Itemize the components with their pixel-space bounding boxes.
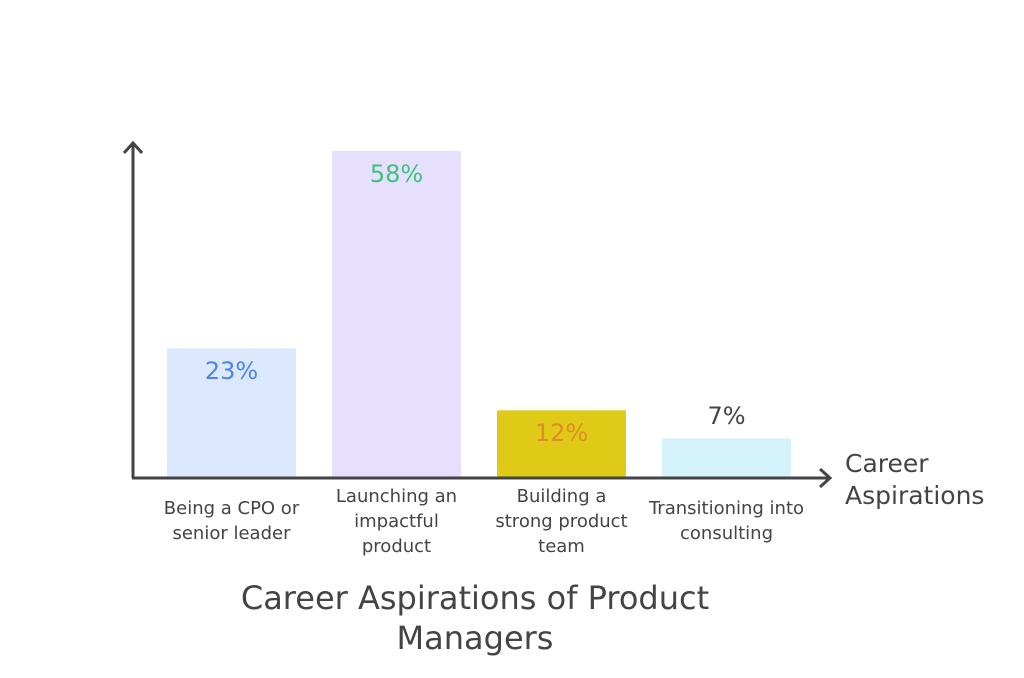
x-axis-label: Career Aspirations — [845, 449, 985, 510]
bar-3 — [497, 410, 626, 478]
data-label-3: 12% — [534, 419, 589, 448]
chart-title: Career Aspirations of Product Managers — [240, 579, 710, 657]
y-axis-arrow — [122, 140, 144, 155]
bar-1 — [167, 348, 296, 478]
bar-4 — [662, 438, 791, 478]
category-label-4: Transitioning into consulting — [648, 498, 805, 544]
data-label-4: 7% — [707, 401, 746, 430]
data-label-2: 58% — [369, 159, 424, 188]
bar-2 — [332, 150, 461, 478]
x-axis-arrow — [818, 467, 833, 489]
category-label-3: Building a strong product team — [495, 486, 628, 557]
category-label-2: Launching an impactful product — [335, 486, 458, 557]
category-label-1: Being a CPO or senior leader — [163, 498, 300, 544]
data-label-1: 23% — [204, 357, 259, 386]
